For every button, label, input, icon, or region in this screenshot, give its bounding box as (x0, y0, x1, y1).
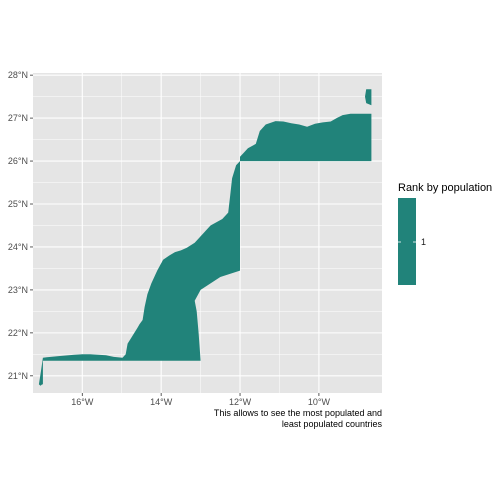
y-tick-label: 26°N (8, 156, 28, 166)
y-tick-label: 23°N (8, 285, 28, 295)
x-tick-label: 12°W (229, 397, 252, 407)
legend-label: 1 (421, 237, 426, 247)
y-tick-label: 28°N (8, 70, 28, 80)
y-tick-label: 27°N (8, 113, 28, 123)
region-shape (38, 89, 372, 386)
x-axis: 16°W 14°W 12°W 10°W (71, 393, 330, 407)
legend-color-bar (398, 198, 416, 285)
caption-line-1: This allows to see the most populated an… (214, 408, 382, 418)
y-tick-label: 24°N (8, 242, 28, 252)
y-axis: 21°N 22°N 23°N 24°N 25°N 26°N 27°N 28°N (8, 70, 33, 381)
caption-line-2: least populated countries (282, 419, 383, 429)
y-tick-label: 25°N (8, 199, 28, 209)
legend-title: Rank by population (398, 182, 492, 194)
x-tick-label: 16°W (71, 397, 94, 407)
x-tick-label: 10°W (308, 397, 331, 407)
y-tick-label: 22°N (8, 328, 28, 338)
y-tick-label: 21°N (8, 371, 28, 381)
x-tick-label: 14°W (150, 397, 173, 407)
